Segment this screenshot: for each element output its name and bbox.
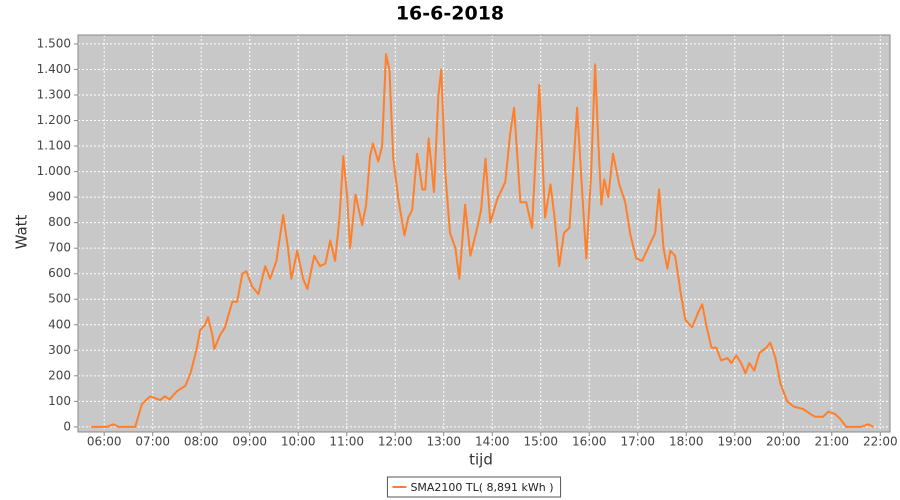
x-tick-label: 21:00: [814, 435, 849, 449]
y-tick-label: 500: [48, 292, 71, 306]
y-tick-label: 1.000: [37, 164, 71, 178]
x-tick-label: 08:00: [184, 435, 219, 449]
x-tick-label: 13:00: [426, 435, 461, 449]
x-tick-label: 15:00: [523, 435, 558, 449]
plot-border: [77, 34, 891, 433]
y-tick-label: 1.300: [37, 87, 71, 101]
x-tick-label: 09:00: [232, 435, 267, 449]
y-tick-label: 200: [48, 368, 71, 382]
x-tick-label: 22:00: [863, 435, 898, 449]
x-tick-label: 10:00: [281, 435, 316, 449]
x-tick-label: 12:00: [378, 435, 413, 449]
y-tick-label: 1.400: [37, 62, 71, 76]
chart-title: 16-6-2018: [396, 3, 504, 25]
y-tick-label: 400: [48, 317, 71, 331]
y-tick-label: 0: [63, 419, 71, 433]
legend-box: [386, 476, 562, 498]
x-tick-label: 20:00: [766, 435, 801, 449]
x-tick-label: 18:00: [669, 435, 704, 449]
y-tick-label: 1.500: [37, 36, 71, 50]
x-tick-label: 06:00: [87, 435, 122, 449]
legend: SMA2100 TL( 8,891 kWh ): [386, 476, 562, 498]
x-tick-label: 19:00: [717, 435, 752, 449]
y-tick-label: 700: [48, 241, 71, 255]
y-tick-label: 1.100: [37, 139, 71, 153]
y-tick-label: 1.200: [37, 113, 71, 127]
legend-label: SMA2100 TL( 8,891 kWh ): [410, 481, 553, 494]
y-tick-label: 800: [48, 215, 71, 229]
y-tick-label: 100: [48, 394, 71, 408]
x-tick-label: 07:00: [135, 435, 170, 449]
y-tick-label: 600: [48, 266, 71, 280]
x-axis-title: tijd: [469, 451, 493, 469]
y-tick-label: 900: [48, 190, 71, 204]
x-tick-label: 16:00: [572, 435, 607, 449]
x-tick-label: 11:00: [329, 435, 364, 449]
y-tick-label: 300: [48, 343, 71, 357]
x-tick-label: 17:00: [620, 435, 655, 449]
line-series: [91, 53, 874, 428]
y-axis-title: Watt: [13, 214, 31, 249]
x-tick-label: 14:00: [475, 435, 510, 449]
